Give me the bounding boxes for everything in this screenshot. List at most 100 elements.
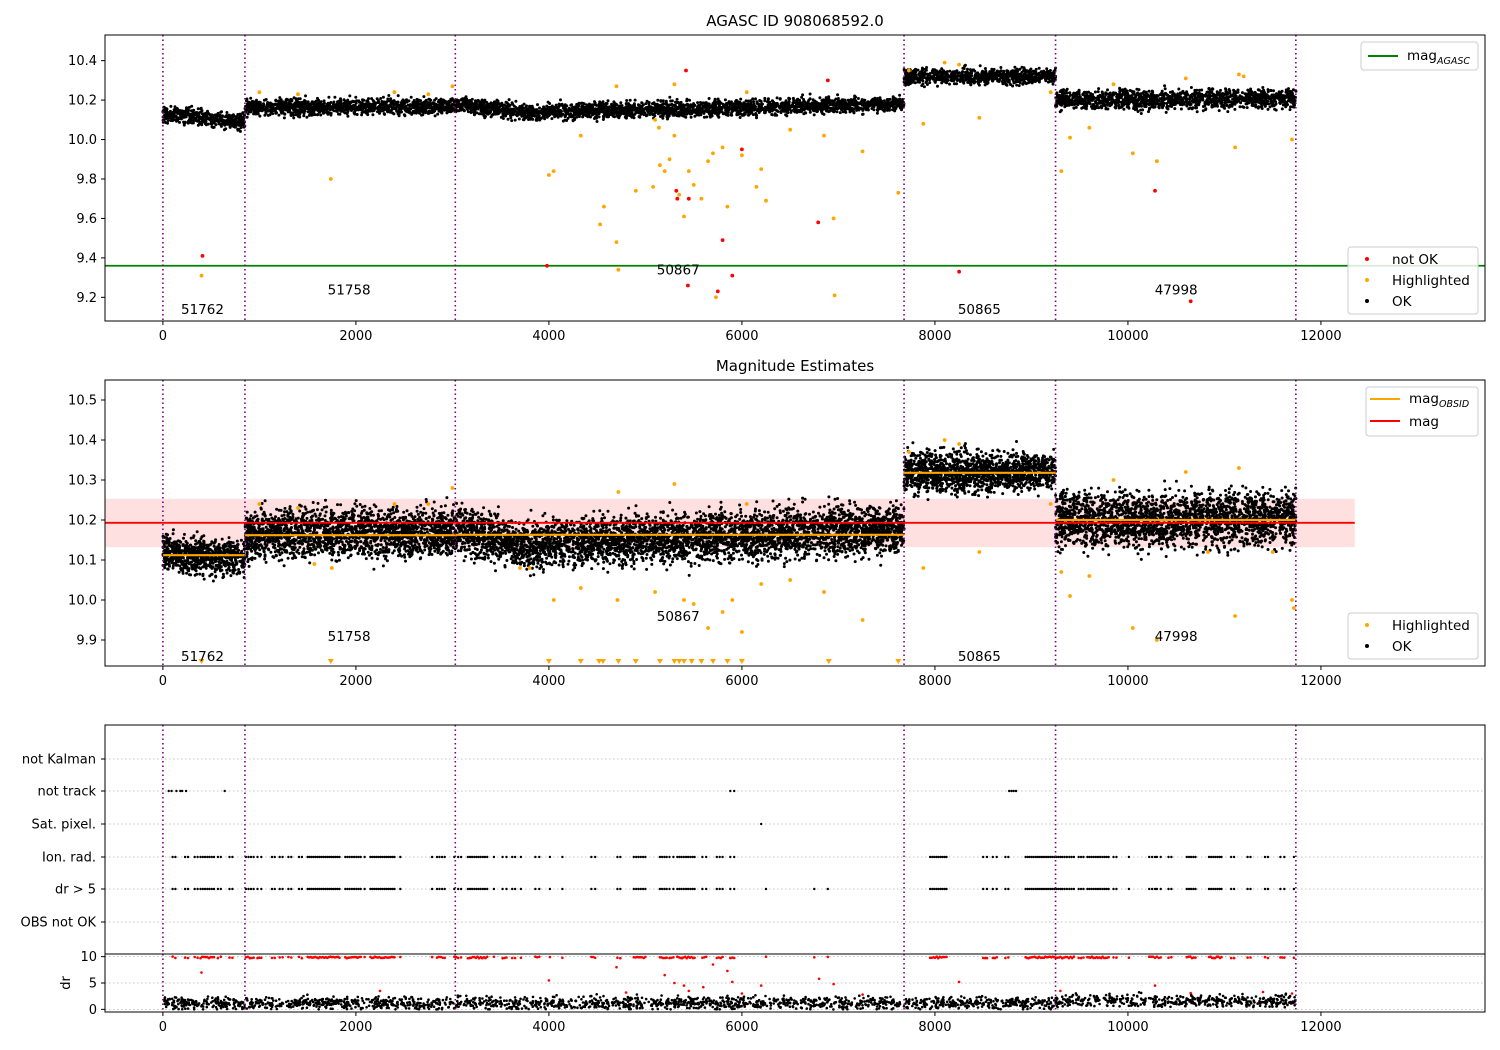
ok-point xyxy=(340,108,344,112)
ok-point xyxy=(483,98,487,102)
ok-point xyxy=(684,103,688,107)
ok-point xyxy=(665,102,669,106)
ok-point xyxy=(348,94,352,98)
ok-point xyxy=(319,113,323,117)
ok-point xyxy=(304,104,308,108)
ok-point xyxy=(759,99,763,103)
ok-point xyxy=(416,103,420,107)
ok-point xyxy=(663,108,667,112)
ok-point xyxy=(687,109,691,113)
ok-point xyxy=(399,101,403,105)
ok-point xyxy=(530,113,534,117)
ok-point xyxy=(298,113,301,117)
ok-point xyxy=(506,117,510,121)
ok-point xyxy=(791,103,795,107)
ok-point xyxy=(564,112,568,116)
ok-point xyxy=(406,103,410,107)
ok-point xyxy=(292,116,296,120)
ok-point xyxy=(593,101,597,105)
ok-point xyxy=(515,107,519,111)
ok-point xyxy=(429,109,433,113)
ok-point xyxy=(382,105,386,109)
ok-point xyxy=(780,103,784,107)
ok-point xyxy=(509,107,513,111)
ok-point xyxy=(581,113,585,117)
ok-point xyxy=(711,109,715,113)
ok-point xyxy=(190,104,194,108)
ok-point xyxy=(878,98,882,102)
ok-point xyxy=(472,110,476,114)
ok-point xyxy=(252,111,256,115)
ok-point xyxy=(387,94,391,97)
ok-point xyxy=(523,112,527,116)
ok-point xyxy=(517,117,521,121)
ok-point xyxy=(164,112,168,116)
ok-point xyxy=(652,108,656,112)
ok-point xyxy=(873,96,877,100)
ok-point xyxy=(619,111,623,115)
ok-point xyxy=(337,107,341,111)
ok-point xyxy=(179,117,183,121)
ok-point xyxy=(844,104,848,108)
ok-point xyxy=(757,108,760,111)
ok-point xyxy=(875,108,879,112)
ok-point xyxy=(410,111,414,115)
ok-point xyxy=(182,109,186,113)
ok-point xyxy=(379,109,383,113)
ok-point xyxy=(424,111,428,115)
ok-point xyxy=(1051,82,1055,86)
ok-point xyxy=(642,108,646,112)
ok-point xyxy=(687,104,691,108)
ok-point xyxy=(913,81,917,85)
ok-point xyxy=(536,103,539,107)
ok-point xyxy=(534,118,538,122)
ok-point xyxy=(849,98,852,102)
ok-point xyxy=(739,97,743,101)
ok-point xyxy=(1037,66,1041,70)
ok-point xyxy=(312,105,316,109)
ok-point xyxy=(252,107,256,111)
ok-point xyxy=(1009,83,1012,86)
ok-point xyxy=(763,110,767,114)
ok-point xyxy=(265,105,269,109)
ok-point xyxy=(653,114,657,118)
ok-point xyxy=(492,106,496,109)
ok-point xyxy=(775,103,778,107)
ok-point xyxy=(754,105,757,109)
ok-point xyxy=(459,98,463,102)
ok-point xyxy=(683,110,687,114)
ok-point xyxy=(533,114,537,118)
ok-point xyxy=(188,121,192,124)
ok-point xyxy=(514,99,518,103)
ok-point xyxy=(394,100,398,104)
ok-point xyxy=(302,114,306,118)
ok-point xyxy=(936,84,939,88)
ok-point xyxy=(963,63,967,67)
ok-point xyxy=(617,116,621,120)
ok-point xyxy=(333,95,337,99)
ok-point xyxy=(661,113,665,117)
ok-point xyxy=(940,67,944,71)
ok-point xyxy=(281,103,285,107)
ok-point xyxy=(713,106,716,110)
ok-point xyxy=(301,105,305,108)
ok-point xyxy=(334,109,338,113)
ok-point xyxy=(364,102,368,106)
ok-point xyxy=(716,97,720,101)
ok-point xyxy=(515,112,519,116)
ok-point xyxy=(214,123,218,127)
ok-point xyxy=(200,112,204,116)
ok-point xyxy=(766,97,770,101)
ok-point xyxy=(808,106,812,110)
ok-point xyxy=(575,115,579,119)
ok-point xyxy=(716,113,720,117)
ok-point xyxy=(484,108,488,111)
ok-point xyxy=(896,98,900,102)
ok-point xyxy=(869,101,873,105)
ok-point xyxy=(668,95,672,99)
ok-point xyxy=(759,108,763,112)
ok-point xyxy=(795,103,798,106)
ok-point xyxy=(664,99,668,103)
ok-point xyxy=(225,121,229,125)
